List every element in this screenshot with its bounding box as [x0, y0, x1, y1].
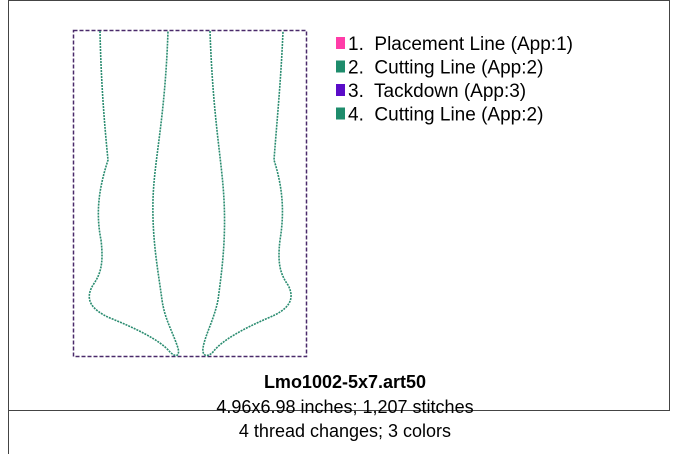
design-stitches	[88, 30, 292, 357]
legend-swatch	[336, 60, 345, 73]
legend: 1. Placement Line (App:1) 2. Cutting Line…	[336, 34, 573, 126]
legend-label: 3. Tackdown (App:3)	[348, 81, 526, 102]
file-info: 4 thread changes; 3 colors	[239, 421, 451, 441]
file-name: Lmo1002-5x7.art50	[264, 372, 426, 392]
hoop-outline	[72, 29, 308, 358]
legend-swatch	[336, 37, 345, 49]
left-leg	[88, 30, 180, 357]
legend-swatch	[336, 84, 345, 96]
legend-swatch	[336, 107, 345, 120]
file-info: 4.96x6.98 inches; 1,207 stitches	[216, 397, 473, 417]
legend-label: 1. Placement Line (App:1)	[348, 34, 573, 55]
legend-label: 4. Cutting Line (App:2)	[348, 105, 543, 126]
legend-label: 2. Cutting Line (App:2)	[348, 58, 543, 79]
right-leg	[202, 30, 292, 357]
